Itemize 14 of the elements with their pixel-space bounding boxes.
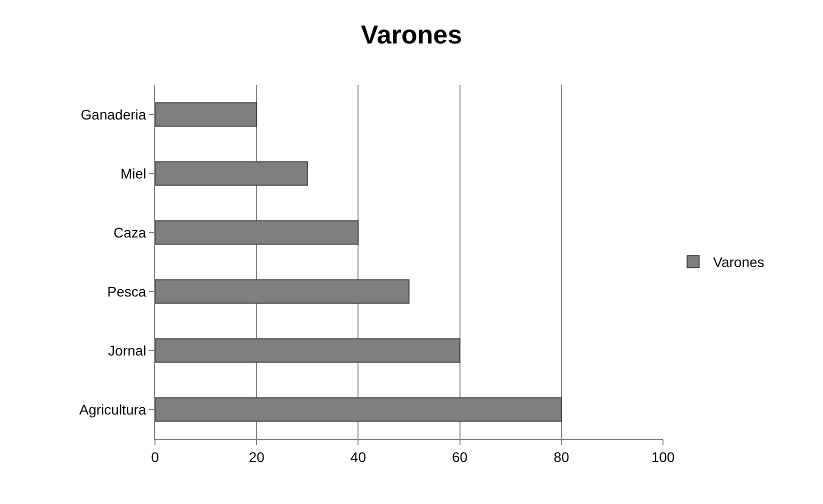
x-tick-label: 40 xyxy=(350,448,366,465)
y-tick-label: Jornal xyxy=(108,342,146,358)
y-tick-label: Agricultura xyxy=(79,401,146,418)
x-tick-label: 100 xyxy=(651,448,675,465)
legend-label: Varones xyxy=(713,254,764,270)
y-tick-label: Caza xyxy=(114,224,146,240)
y-tick-label: Ganaderia xyxy=(80,106,146,122)
x-tick-label: 0 xyxy=(151,448,160,465)
y-tick-label: Miel xyxy=(120,165,146,182)
x-tick-label: 20 xyxy=(248,448,265,465)
x-tick-label: 80 xyxy=(554,448,570,465)
chart-title: Varones xyxy=(360,19,462,50)
x-tick-label: 60 xyxy=(452,448,468,465)
y-tick-label: Pesca xyxy=(107,283,146,300)
